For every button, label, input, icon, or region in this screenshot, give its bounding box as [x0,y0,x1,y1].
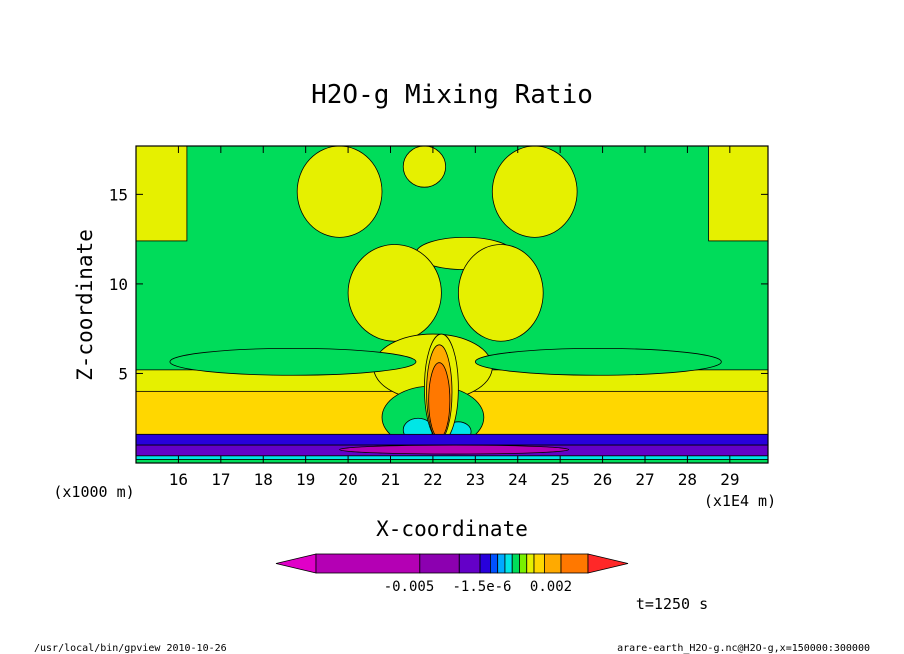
contour-region-yellow [491,146,578,238]
contour-region-yellow [296,146,383,238]
contour-region-dark-violet [136,433,768,446]
chart-title: H2O-g Mixing Ratio [311,80,593,110]
x-tick-label: 24 [508,470,527,489]
colorbar-swatch [490,553,499,574]
time-label: t=1250 s [636,595,708,613]
x-tick-label: 16 [169,470,188,489]
x-tick-label: 21 [381,470,400,489]
colorbar-swatch [526,553,535,574]
colorbar-swatch [497,553,506,574]
contour-region-yellow [136,146,188,242]
x-tick-label: 18 [254,470,273,489]
colorbar-swatch [511,553,520,574]
x-tick-label: 22 [423,470,442,489]
colorbar-swatch [458,553,481,574]
x-tick-label: 25 [551,470,570,489]
contour-region-cyan [136,455,768,460]
colorbar-swatch [587,553,629,574]
colorbar-tick-label: -1.5e-6 [452,579,511,595]
x-tick-label: 29 [720,470,739,489]
contour-region-green [474,347,722,376]
colorbar-swatch [419,553,460,574]
footer-right: arare-earth_H2O-g.nc@H2O-g,x=150000:3000… [617,643,870,654]
y-axis-label: Z-coordinate [73,229,97,381]
x-tick-label: 27 [635,470,654,489]
colorbar-swatch [560,553,589,574]
colorbar-swatch [543,553,562,574]
y-tick-label: 10 [109,275,128,294]
y-axis: 5 10 15 [109,185,768,383]
colorbar-swatch [519,553,528,574]
x-axis: 16 17 18 19 20 21 22 23 24 25 26 27 28 29 [169,146,739,489]
contour-region-yellow [402,146,447,188]
colorbar [275,553,629,574]
contour-region-yellow [708,146,768,242]
colorbar-swatch [479,553,491,574]
colorbar-tick-label: -0.005 [384,579,435,595]
colorbar-tick-labels: -0.005 -1.5e-6 0.002 [384,579,572,595]
x-tick-label: 17 [211,470,230,489]
x-axis-label: X-coordinate [376,517,528,541]
colorbar-tick-label: 0.002 [530,579,572,595]
x-axis-unit: (x1E4 m) [704,492,776,510]
x-tick-label: 19 [296,470,315,489]
footer-left: /usr/local/bin/gpview 2010-10-26 [34,643,227,654]
contour-region-yellow [457,244,544,342]
x-tick-label: 28 [678,470,697,489]
contour-region-magenta [339,444,570,455]
contour-region-green [136,459,768,463]
x-tick-label: 26 [593,470,612,489]
colorbar-swatch [315,553,421,574]
contour-fill-layer [136,146,768,463]
contour-region-dark-orange [428,362,451,439]
colorbar-swatch [504,553,513,574]
colorbar-swatch [533,553,545,574]
x-tick-label: 20 [338,470,357,489]
x-tick-label: 23 [466,470,485,489]
y-tick-label: 15 [109,185,128,204]
y-tick-label: 5 [118,364,128,383]
plot-frame [135,145,769,464]
y-axis-unit: (x1000 m) [53,483,134,501]
contour-region-green [169,347,417,376]
colorbar-swatch [275,553,317,574]
contour-region-yellow [347,244,442,342]
